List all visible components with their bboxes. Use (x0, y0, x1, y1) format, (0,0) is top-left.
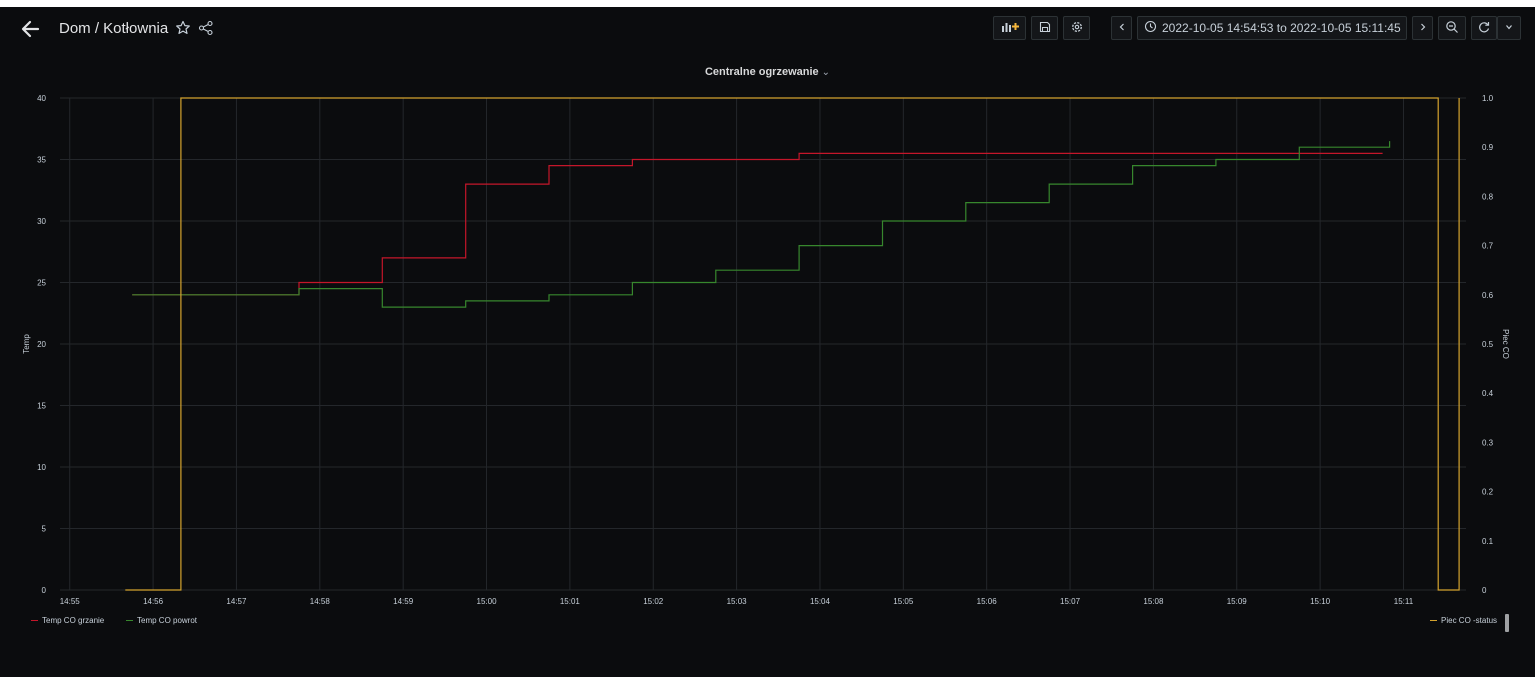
chart-grid (60, 97, 1466, 591)
refresh-interval-dropdown[interactable] (1497, 16, 1521, 40)
y-tick-label: 30 (37, 217, 46, 226)
x-tick-label: 15:03 (727, 597, 748, 606)
y-right-tick-label: 0.1 (1482, 537, 1494, 546)
y-tick-label: 0 (42, 586, 47, 595)
add-panel-button[interactable] (993, 16, 1026, 40)
time-shift-forward-button[interactable] (1412, 16, 1433, 40)
legend-label: Piec CO -status (1441, 616, 1498, 625)
x-tick-label: 14:57 (226, 597, 247, 606)
legend-item-temp-co-grzanie[interactable]: Temp CO grzanie (31, 616, 104, 625)
time-range-text: 2022-10-05 14:54:53 to 2022-10-05 15:11:… (1162, 21, 1401, 35)
share-icon[interactable] (197, 19, 215, 37)
chart-series (125, 97, 1460, 591)
y-right-tick-label: 0.6 (1482, 291, 1494, 300)
add-panel-icon (1000, 20, 1020, 37)
x-tick-label: 15:11 (1394, 597, 1414, 606)
save-dashboard-button[interactable] (1031, 16, 1058, 40)
time-range-picker[interactable]: 2022-10-05 14:54:53 to 2022-10-05 15:11:… (1137, 16, 1420, 40)
y-right-tick-label: 0.3 (1482, 438, 1494, 447)
series-line-1 (132, 152, 1383, 296)
x-tick-label: 15:09 (1227, 597, 1248, 606)
legend-swatch (126, 620, 133, 621)
y-right-tick-label: 0.7 (1482, 242, 1494, 251)
y-tick-label: 35 (37, 156, 46, 165)
refresh-icon (1477, 20, 1491, 37)
y-tick-label: 40 (37, 94, 46, 103)
y-right-tick-label: 1.0 (1482, 94, 1494, 103)
back-arrow-icon[interactable] (18, 18, 42, 40)
x-tick-label: 15:10 (1310, 597, 1331, 606)
x-tick-label: 15:01 (560, 597, 581, 606)
chart-axes: 0 5 10 15 20 25 30 35 40 0 0.1 0.2 0.3 0.4 0.5 0.6 0.7 0.… (22, 94, 1510, 606)
legend-label: Temp CO powrot (137, 616, 198, 625)
x-tick-label: 15:05 (893, 597, 914, 606)
zoom-out-icon (1445, 20, 1459, 37)
window-top-edge (0, 0, 1535, 7)
legend-label: Temp CO grzanie (42, 616, 105, 625)
y-tick-label: 5 (42, 525, 47, 534)
y-right-axis-label: Piec CO (1501, 329, 1510, 359)
y-right-tick-label: 0.5 (1482, 340, 1494, 349)
y-tick-label: 20 (37, 340, 46, 349)
x-tick-label: 14:58 (310, 597, 331, 606)
legend-item-temp-co-powrot[interactable]: Temp CO powrot (126, 616, 197, 625)
y-axis-label: Temp (22, 334, 31, 354)
series-line-2 (132, 141, 1391, 308)
dashboard-navbar: Dom / Kotłownia 2022-10-05 14:54:53 to 2… (0, 7, 1535, 51)
x-tick-label: 14:56 (143, 597, 164, 606)
y-right-tick-label: 0.9 (1482, 143, 1494, 152)
x-tick-label: 15:07 (1060, 597, 1081, 606)
dashboard-settings-button[interactable] (1063, 16, 1090, 40)
x-tick-label: 15:04 (810, 597, 831, 606)
x-tick-label: 14:55 (60, 597, 81, 606)
legend-scrollbar[interactable] (1505, 614, 1509, 632)
save-icon (1038, 20, 1052, 37)
clock-icon (1144, 20, 1157, 36)
x-tick-label: 15:06 (977, 597, 998, 606)
y-tick-label: 15 (37, 402, 46, 411)
y-right-tick-label: 0 (1482, 586, 1487, 595)
x-tick-label: 15:08 (1143, 597, 1164, 606)
y-right-tick-label: 0.4 (1482, 389, 1494, 398)
star-icon[interactable] (174, 19, 192, 37)
legend-item-piec-co-status[interactable]: Piec CO -status (1430, 616, 1497, 625)
x-tick-label: 15:00 (477, 597, 498, 606)
dashboard-breadcrumb[interactable]: Dom / Kotłownia (59, 20, 169, 37)
refresh-button[interactable] (1471, 16, 1497, 40)
y-tick-label: 10 (37, 463, 46, 472)
panel-title: Centralne ogrzewanie (704, 66, 819, 78)
chevron-down-icon (1504, 21, 1514, 35)
time-shift-back-button[interactable] (1111, 16, 1132, 40)
y-right-tick-label: 0.8 (1482, 192, 1494, 201)
y-right-tick-label: 0.2 (1482, 488, 1494, 497)
x-tick-label: 15:02 (643, 597, 664, 606)
series-line-3 (125, 97, 1460, 591)
x-tick-label: 14:59 (393, 597, 414, 606)
chevron-left-icon (1117, 21, 1127, 35)
chevron-right-icon (1418, 21, 1428, 35)
legend-swatch (1430, 620, 1437, 621)
chevron-down-icon: ⌄ (821, 67, 831, 78)
zoom-out-button[interactable] (1438, 16, 1466, 40)
panel-title-menu[interactable]: Centralne ogrzewanie ⌄ (0, 66, 1535, 78)
settings-icon (1070, 20, 1084, 37)
y-tick-label: 25 (37, 279, 46, 288)
legend-swatch (31, 620, 38, 621)
